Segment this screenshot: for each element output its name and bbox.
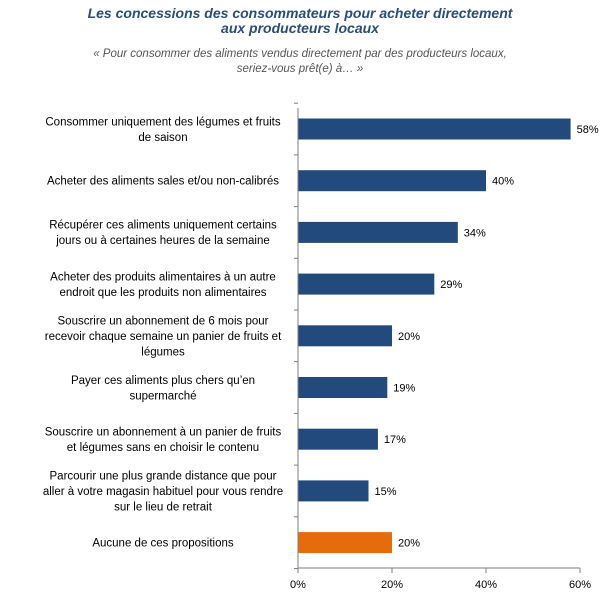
category-label-5: Souscrire un abonnement de 6 mois pour re… [45, 315, 282, 358]
data-label-8: 15% [375, 486, 397, 498]
bar-3 [298, 221, 458, 243]
category-label-line: endroit que les produits non alimentaire… [59, 287, 266, 299]
chart-title: Les concessions des consommateurs pour a… [0, 6, 600, 36]
category-label-line: Consommer uniquement des légumes et frui… [45, 116, 280, 128]
data-label-7: 17% [384, 434, 406, 446]
title-line-1: Les concessions des consommateurs pour a… [87, 5, 513, 21]
x-tick-label-2: 20% [381, 579, 403, 591]
axes-layer: 0% 20% 40% 60% [290, 102, 591, 591]
category-label-line: Acheter des aliments sales et/ou non-cal… [47, 176, 279, 188]
x-tick-label-1: 0% [290, 579, 306, 591]
x-tick-label-3: 40% [475, 579, 497, 591]
category-label-line: et légumes sans en choisir le contenu [67, 442, 259, 454]
bar-9 [298, 532, 392, 554]
title-line-2: aux producteurs locaux [221, 20, 379, 36]
category-label-line: Payer ces aliments plus chers qu’en [71, 375, 255, 387]
data-label-2: 40% [492, 176, 514, 188]
bar-4 [298, 273, 435, 295]
chart-subtitle: « Pour consommer des aliments vendus dir… [0, 47, 600, 77]
bar-5 [298, 325, 392, 347]
subtitle-line-1: « Pour consommer des aliments vendus dir… [93, 48, 507, 60]
category-label-6: Payer ces aliments plus chers qu’en super… [71, 375, 255, 403]
category-label-line: Acheter des produits alimentaires à un a… [50, 271, 276, 283]
category-label-line: légumes [141, 346, 185, 358]
category-label-line: Récupérer ces aliments uniquement certai… [49, 220, 277, 232]
bar-2 [298, 170, 486, 192]
category-label-1: Consommer uniquement des légumes et frui… [45, 116, 280, 144]
data-label-3: 34% [464, 227, 486, 239]
data-label-1: 58% [577, 124, 599, 136]
category-label-9: Aucune de ces propositions [92, 538, 234, 550]
category-label-3: Récupérer ces aliments uniquement certai… [49, 220, 277, 248]
category-label-line: aller à votre magasin habituel pour vous… [43, 486, 283, 498]
x-tick-label-4: 60% [569, 579, 591, 591]
data-label-5: 20% [398, 331, 420, 343]
category-label-line: Aucune de ces propositions [92, 538, 234, 550]
category-label-line: supermarché [129, 390, 196, 402]
subtitle-line-2: seriez-vous prêt(e) à… » [236, 63, 364, 75]
bar-7 [298, 428, 378, 450]
category-label-line: recevoir chaque semaine un panier de fru… [45, 331, 282, 343]
data-label-9: 20% [398, 538, 420, 550]
category-label-line: Parcourir une plus grande distance que p… [50, 470, 277, 482]
category-label-7: Souscrire un abonnement à un panier de f… [45, 427, 282, 455]
category-labels-layer: Consommer uniquement des légumes et frui… [43, 116, 283, 549]
category-label-4: Acheter des produits alimentaires à un a… [50, 271, 276, 299]
category-label-line: Souscrire un abonnement à un panier de f… [45, 427, 282, 439]
data-label-4: 29% [440, 279, 462, 291]
category-label-line: de saison [138, 132, 187, 144]
bar-6 [298, 377, 388, 398]
category-label-line: sur le lieu de retrait [114, 501, 213, 513]
bar-1 [298, 118, 571, 140]
bar-8 [298, 480, 369, 502]
category-label-line: Souscrire un abonnement de 6 mois pour [58, 315, 269, 327]
bars-layer: 58% 40% 34% 29% 20% 19% 17% 15% 20% [298, 118, 599, 554]
data-label-6: 19% [393, 383, 415, 395]
category-label-8: Parcourir une plus grande distance que p… [43, 470, 283, 513]
category-label-line: jours ou à certaines heures de la semain… [55, 235, 270, 247]
category-label-2: Acheter des aliments sales et/ou non-cal… [47, 176, 279, 188]
